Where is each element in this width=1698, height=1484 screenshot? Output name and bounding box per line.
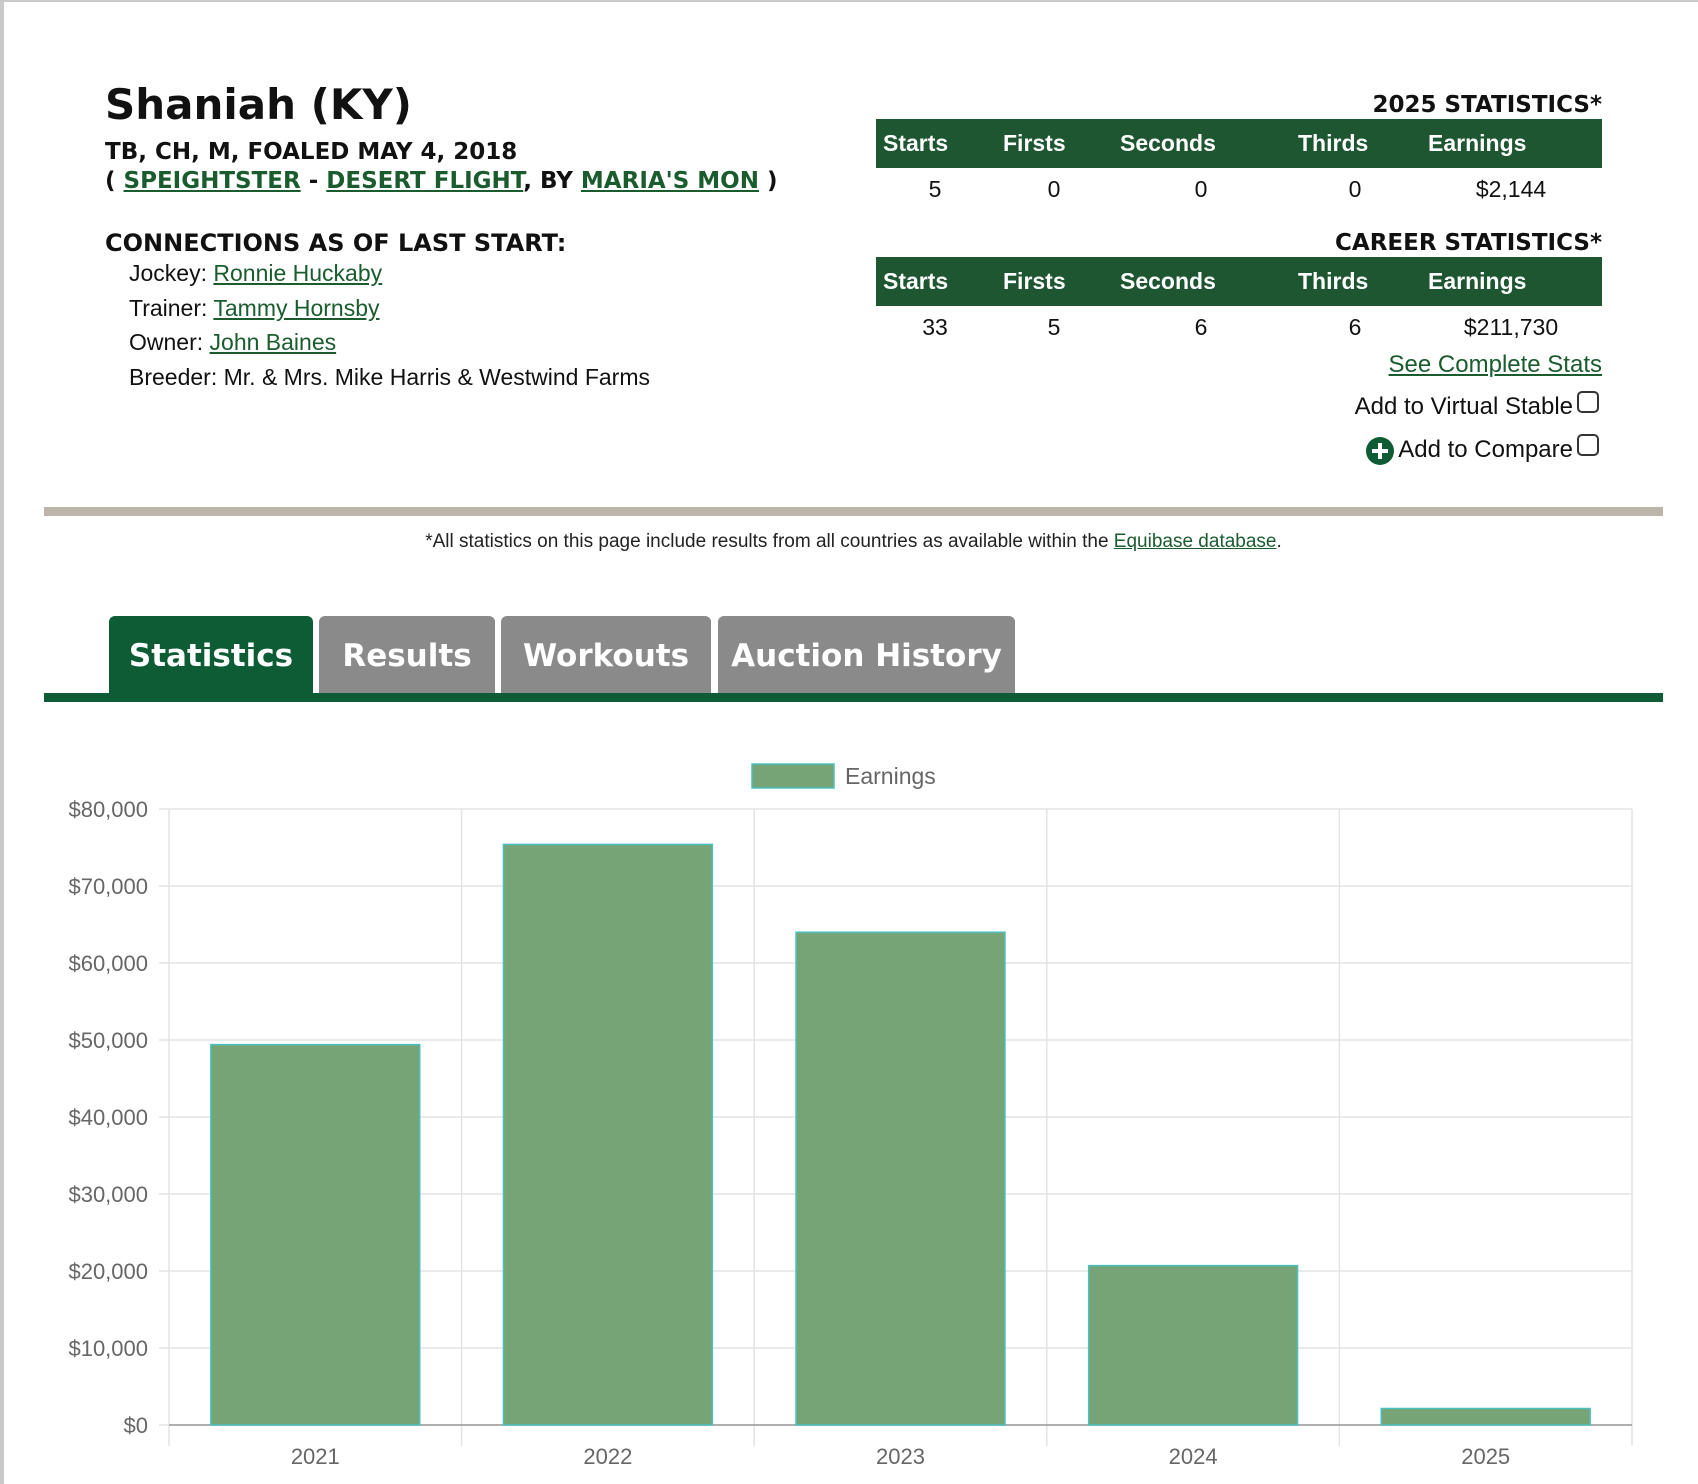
y-tick-label: $80,000	[68, 797, 148, 822]
y-tick-label: $60,000	[68, 951, 148, 976]
stats-cell: 0	[1194, 176, 1208, 202]
tab[interactable]: Auction History	[718, 616, 1015, 695]
x-tick-label: 2022	[583, 1444, 632, 1469]
stats-cell: 33	[922, 314, 948, 340]
connection-value[interactable]: John Baines	[209, 329, 337, 355]
stats-header	[876, 119, 1602, 168]
compare-icon[interactable]	[1365, 436, 1395, 466]
horse-name: Shaniah (KY)	[105, 80, 413, 129]
stats-cell: $2,144	[1475, 176, 1547, 202]
stats-column: Firsts	[1003, 268, 1066, 294]
pedigree-text: , BY	[523, 168, 573, 194]
dam-link[interactable]: DESERT FLIGHT	[326, 168, 524, 194]
tab[interactable]: Statistics	[109, 616, 313, 695]
sire-link[interactable]: SPEIGHTSTER	[123, 168, 301, 194]
connections-title: CONNECTIONS AS OF LAST START:	[105, 229, 567, 257]
connection-value[interactable]: Tammy Hornsby	[213, 294, 380, 321]
footnote: *All statistics on this page include res…	[44, 531, 1663, 553]
bar	[502, 843, 714, 1426]
y-tick-label: $20,000	[68, 1259, 148, 1284]
pedigree-text: -	[308, 168, 319, 194]
stats-header	[876, 257, 1602, 306]
virtual-stable-checkbox[interactable]	[1577, 391, 1599, 413]
pedigree-text: (	[105, 168, 116, 194]
stats-column: Earnings	[1428, 130, 1527, 156]
stats-cell: 6	[1348, 314, 1362, 340]
compare-label: Add to Compare	[1398, 436, 1573, 463]
pedigree-text: )	[767, 168, 778, 194]
stats-cell: 0	[1348, 176, 1362, 202]
stats-column: Starts	[883, 130, 949, 156]
x-tick-label: 2025	[1461, 1444, 1510, 1469]
stats-column: Firsts	[1003, 130, 1066, 156]
y-tick-label: $10,000	[68, 1336, 148, 1361]
stats-column: Seconds	[1120, 130, 1216, 156]
x-tick-label: 2023	[876, 1444, 925, 1469]
y-tick-label: $50,000	[68, 1028, 148, 1053]
bar	[210, 1043, 421, 1426]
connection-row: Breeder: Mr. & Mrs. Mike Harris & Westwi…	[129, 364, 650, 391]
tab[interactable]: Workouts	[501, 616, 711, 695]
connection-value: Mr. & Mrs. Mike Harris & Westwind Farms	[223, 363, 650, 390]
x-tick-label: 2021	[291, 1444, 340, 1469]
pedigree: ( SPEIGHTSTER - DESERT FLIGHT, BY MARIA'…	[105, 168, 778, 194]
chart: $0 $10,000 $20,000 $30,000 $40,000 $50,000 $60…	[68, 763, 1633, 1469]
connection-label: Trainer:	[129, 294, 208, 321]
bar	[1380, 1407, 1591, 1426]
footnote-link[interactable]: Equibase database	[1113, 531, 1277, 552]
legend-swatch	[751, 763, 835, 789]
stats-column: Thirds	[1298, 268, 1369, 294]
stats-column: Earnings	[1428, 268, 1527, 294]
stats-title: 2025 STATISTICS*	[1372, 92, 1602, 118]
y-tick-label: $40,000	[68, 1105, 148, 1130]
y-tick-label: $30,000	[68, 1182, 148, 1207]
footnote-text: .	[1276, 531, 1282, 552]
stats-cell: 5	[1047, 314, 1061, 340]
connection-label: Owner:	[129, 329, 204, 355]
stats-cell: $211,730	[1463, 314, 1559, 340]
compare-checkbox[interactable]	[1577, 434, 1599, 456]
tab[interactable]: Results	[319, 616, 495, 695]
horse-description: TB, CH, M, FOALED MAY 4, 2018	[105, 139, 518, 165]
bar	[795, 931, 1006, 1426]
complete-stats-link[interactable]: See Complete Stats	[1388, 351, 1602, 378]
x-tick-label: 2024	[1169, 1444, 1218, 1469]
damsire-link[interactable]: MARIA'S MON	[580, 168, 759, 194]
stats-title: CAREER STATISTICS*	[1335, 230, 1602, 256]
stats-column: Seconds	[1120, 268, 1216, 294]
stats-cell: 5	[928, 176, 942, 202]
stats-cell: 0	[1047, 176, 1061, 202]
stats-column: Starts	[883, 268, 949, 294]
virtual-stable-label: Add to Virtual Stable	[1354, 393, 1573, 420]
connection-row: Jockey: Ronnie Huckaby	[129, 260, 382, 287]
connection-label: Jockey:	[129, 260, 207, 286]
connection-row: Trainer: Tammy Hornsby	[129, 295, 380, 322]
connection-label: Breeder:	[129, 363, 218, 390]
stats-column: Thirds	[1298, 130, 1369, 156]
divider	[44, 507, 1663, 516]
footnote-text: *All statistics on this page include res…	[425, 531, 1109, 552]
y-tick-label: $70,000	[68, 874, 148, 899]
stats-cell: 6	[1194, 314, 1208, 340]
connection-row: Owner: John Baines	[129, 329, 336, 356]
bar	[1087, 1264, 1299, 1426]
legend-label: Earnings	[845, 763, 936, 789]
tab-bar	[44, 693, 1663, 702]
connection-value[interactable]: Ronnie Huckaby	[213, 260, 383, 286]
y-tick-label: $0	[124, 1413, 148, 1438]
